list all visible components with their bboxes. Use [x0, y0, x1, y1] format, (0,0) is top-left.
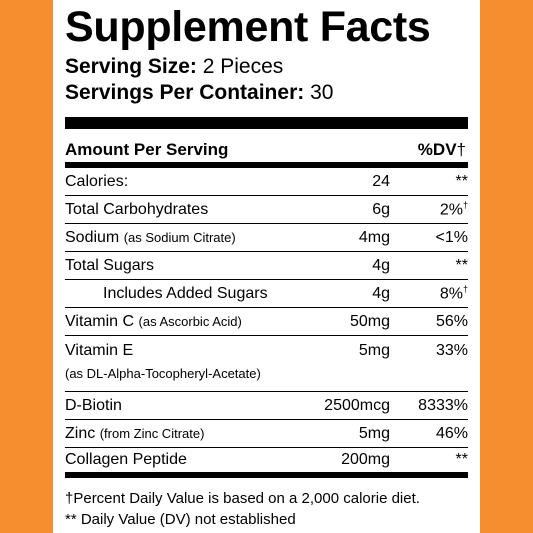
nutrient-name: Zinc — [65, 424, 96, 442]
table-row: Collagen Peptide 200mg ** — [65, 448, 468, 478]
panel-title: Supplement Facts — [65, 3, 431, 51]
nutrient-amount: 5mg — [358, 424, 390, 442]
nutrient-amount: 5mg — [358, 342, 390, 359]
nutrient-name: Collagen Peptide — [65, 451, 187, 468]
nutrient-amount: 24 — [372, 172, 390, 190]
serving-size: Serving Size: 2 Pieces — [65, 54, 468, 80]
nutrient-name: Total Sugars — [65, 256, 154, 274]
table-row: Total Sugars 4g ** — [65, 252, 468, 280]
table-header: Amount Per Serving %DV† — [65, 129, 468, 162]
supplement-facts-panel: Supplement Facts Serving Size: 2 Pieces … — [53, 0, 480, 533]
nutrient-dv: <1% — [435, 228, 468, 246]
nutrient-dv: 2% — [439, 201, 463, 219]
nutrient-amount: 6g — [372, 200, 390, 218]
nutrient-name: Includes Added Sugars — [103, 284, 268, 302]
serving-size-label: Serving Size: — [65, 55, 197, 78]
table-row: Calories: 24 ** — [65, 168, 468, 196]
nutrient-source: (as DL-Alpha-Tocopheryl-Acetate) — [65, 366, 261, 381]
nutrient-source: (from Zinc Citrate) — [99, 425, 205, 441]
table-row: Includes Added Sugars 4g 8%† — [65, 280, 468, 308]
nutrient-amount: 4mg — [358, 228, 390, 246]
amount-per-serving-label: Amount Per Serving — [65, 140, 229, 159]
nutrient-amount: 4g — [372, 256, 390, 274]
nutrient-amount: 50mg — [349, 312, 390, 330]
table-row: Vitamin C (as Ascorbic Acid) 50mg 56% — [65, 308, 468, 336]
nutrient-dv: ** — [455, 172, 468, 190]
nutrient-amount: 200mg — [341, 451, 390, 468]
thick-divider — [65, 117, 468, 129]
nutrient-dv: 46% — [435, 424, 468, 442]
dv-dagger: † — [456, 140, 466, 159]
nutrient-amount: 2500mcg — [324, 396, 390, 414]
nutrient-name: Total Carbohydrates — [65, 200, 209, 218]
dv-dagger: † — [462, 199, 468, 210]
nutrient-dv: ** — [455, 256, 468, 274]
header-divider — [65, 162, 468, 168]
table-row: Vitamin E (as DL-Alpha-Tocopheryl-Acetat… — [65, 336, 468, 392]
table-row: D-Biotin 2500mcg 8333% — [65, 392, 468, 420]
nutrient-source: (as Ascorbic Acid) — [138, 313, 242, 329]
nutrient-name: Calories: — [65, 172, 129, 190]
nutrient-dv: 56% — [435, 312, 468, 330]
footnote-dv: †Percent Daily Value is based on a 2,000… — [65, 490, 420, 507]
serving-size-value: 2 Pieces — [202, 55, 284, 78]
nutrient-dv: ** — [455, 451, 468, 468]
servings-label: Servings Per Container: — [65, 81, 305, 104]
footnotes: †Percent Daily Value is based on a 2,000… — [65, 488, 468, 530]
nutrient-name: Vitamin E — [65, 342, 134, 359]
nutrient-amount: 4g — [372, 284, 390, 302]
nutrient-name: Vitamin C — [65, 312, 135, 330]
nutrient-dv: 8% — [439, 285, 463, 303]
nutrient-name: D-Biotin — [65, 396, 122, 414]
table-row: Sodium (as Sodium Citrate) 4mg <1% — [65, 224, 468, 252]
table-row: Total Carbohydrates 6g 2%† — [65, 196, 468, 224]
nutrient-source: (as Sodium Citrate) — [123, 229, 236, 245]
servings-value: 30 — [310, 81, 334, 104]
dv-header: %DV† — [418, 140, 466, 160]
nutrient-dv: 8333% — [418, 396, 468, 414]
dv-label: %DV — [417, 140, 457, 159]
nutrient-dv: 33% — [435, 342, 468, 359]
servings-per-container: Servings Per Container: 30 — [65, 80, 468, 106]
dv-dagger: † — [462, 283, 468, 294]
nutrient-name: Sodium — [65, 228, 120, 246]
table-row: Zinc (from Zinc Citrate) 5mg 46% — [65, 420, 468, 448]
footnote-not-established: ** Daily Value (DV) not established — [65, 511, 296, 528]
